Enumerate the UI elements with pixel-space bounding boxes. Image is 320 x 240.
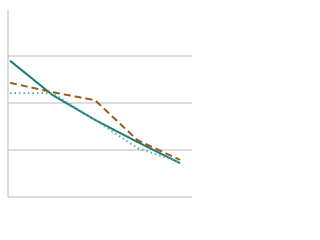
chart: [7, 10, 192, 198]
line-series: [10, 92, 181, 164]
line-series: [9, 81, 181, 161]
line-series: [9, 59, 181, 165]
